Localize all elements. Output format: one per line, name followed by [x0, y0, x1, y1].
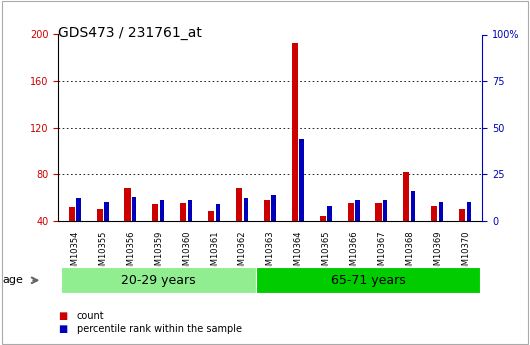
- Bar: [236, 188, 242, 221]
- Bar: [403, 172, 410, 221]
- Bar: [125, 188, 130, 221]
- Bar: [243, 198, 248, 221]
- Text: 65-71 years: 65-71 years: [331, 274, 405, 287]
- Text: 20-29 years: 20-29 years: [121, 274, 196, 287]
- Text: ■: ■: [58, 325, 67, 334]
- Bar: [68, 207, 75, 221]
- Bar: [264, 200, 270, 221]
- Bar: [431, 206, 437, 221]
- Bar: [271, 195, 276, 221]
- Bar: [152, 205, 158, 221]
- Bar: [327, 206, 332, 221]
- Bar: [216, 204, 220, 221]
- Bar: [292, 43, 298, 221]
- Text: ■: ■: [58, 311, 67, 321]
- Bar: [375, 203, 382, 221]
- Bar: [96, 209, 103, 221]
- Bar: [299, 139, 304, 221]
- Bar: [188, 200, 192, 221]
- Bar: [459, 209, 465, 221]
- Text: count: count: [77, 311, 104, 321]
- Bar: [320, 216, 326, 221]
- Text: percentile rank within the sample: percentile rank within the sample: [77, 325, 242, 334]
- Bar: [439, 202, 443, 221]
- Bar: [180, 203, 187, 221]
- Bar: [383, 200, 387, 221]
- Bar: [355, 200, 359, 221]
- Bar: [208, 211, 214, 221]
- Bar: [348, 203, 354, 221]
- Text: age: age: [3, 275, 23, 285]
- Bar: [160, 200, 164, 221]
- Bar: [76, 198, 81, 221]
- Bar: [104, 202, 109, 221]
- Bar: [132, 197, 136, 221]
- Text: GDS473 / 231761_at: GDS473 / 231761_at: [58, 26, 202, 40]
- Bar: [411, 191, 416, 221]
- Bar: [467, 202, 471, 221]
